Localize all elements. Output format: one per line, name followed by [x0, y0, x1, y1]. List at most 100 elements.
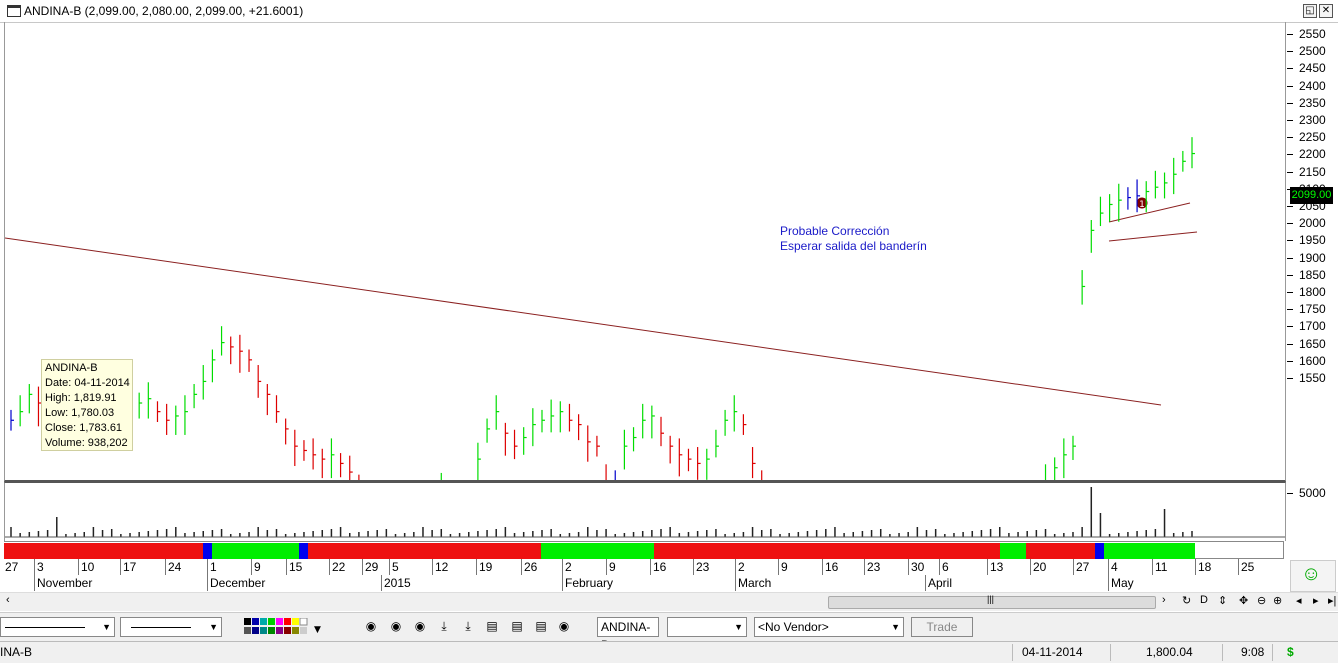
price-axis-tick: 1950 [1287, 233, 1326, 248]
scroll-right-icon[interactable]: › [1162, 594, 1166, 606]
volume-panel[interactable] [4, 482, 1286, 541]
scroll-left-icon[interactable]: ‹ [6, 594, 10, 606]
price-axis-tick: 1700 [1287, 319, 1326, 334]
price-axis-tick: 1600 [1287, 353, 1326, 368]
window-title: ANDINA-B (2,099.00, 2,080.00, 2,099.00, … [24, 4, 304, 18]
trend-indicator-panel [4, 541, 1284, 559]
price-axis-tick: 2450 [1287, 61, 1326, 76]
close-button[interactable]: ✕ [1319, 4, 1333, 18]
interval-select[interactable]: ▼ [667, 617, 747, 637]
date-axis-label: 5 [392, 560, 399, 574]
date-axis-label: 16 [825, 560, 839, 574]
data-window-volume: Volume: 938,202 [45, 437, 128, 449]
price-axis[interactable]: 2550250024502400235023002250220021502100… [1285, 22, 1338, 480]
last-price-label: 2099.00 [1290, 187, 1333, 204]
data-window-high: High: 1,819.91 [45, 392, 117, 404]
price-axis-tick: 2350 [1287, 95, 1326, 110]
download-icon[interactable]: ⤓ [441, 619, 447, 633]
price-chart: 1 [4, 137, 1198, 622]
flag-marker [1136, 197, 1148, 209]
month-axis-label: April [928, 576, 953, 590]
toggle-icon[interactable]: ⇕ [1218, 595, 1228, 607]
vendor-select[interactable]: <No Vendor> ▼ [754, 617, 904, 637]
end-icon[interactable]: ▸| [1328, 595, 1337, 607]
date-axis-label: 22 [332, 560, 346, 574]
svg-text:▼: ▼ [314, 625, 321, 635]
zoom-out-icon[interactable]: ⊖ [1257, 595, 1267, 607]
date-axis-label: 30 [911, 560, 925, 574]
data-window-close: Close: 1,783.61 [45, 422, 123, 434]
window-layout-icon[interactable]: ▤ [535, 619, 547, 633]
refresh-icon[interactable]: ↻ [1182, 595, 1192, 607]
date-axis-label: 25 [1241, 560, 1255, 574]
zoom-in-icon[interactable]: ⊕ [1273, 595, 1283, 607]
status-price: 1,800.04 [1146, 645, 1193, 659]
month-axis[interactable]: November December 2015 February March April Ma… [4, 575, 1284, 592]
data-window-low: Low: 1,780.03 [45, 407, 115, 419]
price-axis-tick: 2200 [1287, 147, 1326, 162]
window-layout-icon[interactable]: ▤ [511, 619, 523, 633]
color-palette[interactable]: ▼ [244, 617, 328, 636]
trend-band-segment [203, 543, 212, 559]
trend-band-segment [212, 543, 299, 559]
trade-button[interactable]: Trade [911, 617, 973, 637]
data-window: ANDINA-B Date: 04-11-2014 High: 1,819.91… [41, 359, 133, 451]
price-axis-tick: 1900 [1287, 250, 1326, 265]
date-axis-label: 12 [435, 560, 449, 574]
step-forward-icon[interactable]: ▸ [1313, 595, 1319, 607]
line-style-select[interactable]: ▼ [0, 617, 115, 637]
status-date: 04-11-2014 [1022, 645, 1083, 659]
price-axis-tick: 2250 [1287, 130, 1326, 145]
symbol-input[interactable]: ANDINA-B [597, 617, 659, 652]
drawing-toolbar: ▼ ▼ ▼ ◉ ◉ ◉ ⤓ ⤓ ▤ ▤ ▤ ◉ ANDINA-B ▼ <No V… [0, 612, 1338, 652]
download-icon[interactable]: ⤓ [465, 619, 471, 633]
date-axis-label: 6 [942, 560, 949, 574]
date-axis-label: 11 [1155, 560, 1168, 574]
scrollbar-thumb[interactable]: ||| [828, 594, 1156, 609]
date-axis-label: 27 [1076, 560, 1090, 574]
date-axis-label: 9 [254, 560, 261, 574]
window-icon [7, 5, 21, 17]
date-axis[interactable]: 27 3 10 17 24 1 9 15 22 29 5 12 19 26 2 9 16 23 2 9 16 23 30 6 1… [4, 559, 1284, 575]
date-axis-label: 4 [1111, 560, 1118, 574]
restore-button[interactable]: ◱ [1303, 4, 1317, 18]
browser-icon[interactable]: ◉ [365, 619, 377, 633]
month-axis-label: May [1111, 576, 1134, 590]
grip-icon: ||| [987, 594, 995, 604]
status-symbol: INA-B [0, 645, 33, 659]
price-axis-tick: 1750 [1287, 302, 1326, 317]
annotation-line-2: Esperar salida del banderín [780, 239, 927, 253]
date-axis-label: 3 [37, 560, 44, 574]
window-layout-icon[interactable]: ▤ [486, 619, 498, 633]
line-width-select[interactable]: ▼ [120, 617, 222, 637]
browser-icon[interactable]: ◉ [414, 619, 426, 633]
price-panel[interactable]: 1 [4, 22, 1286, 622]
browser-icon[interactable]: ◉ [390, 619, 402, 633]
date-axis-label: 23 [867, 560, 881, 574]
data-window-date: Date: 04-11-2014 [45, 377, 130, 389]
smiley-panel[interactable]: ☺ [1290, 560, 1336, 592]
trend-band-segment [1026, 543, 1095, 559]
volume-axis-tick: 5000 [1287, 486, 1326, 500]
date-axis-label: 23 [696, 560, 710, 574]
date-axis-label: 27 [5, 560, 19, 574]
month-axis-label: February [565, 576, 614, 590]
date-axis-label: 9 [781, 560, 788, 574]
trend-band-segment [541, 543, 654, 559]
month-axis-label: December [210, 576, 266, 590]
trend-band-segment [308, 543, 541, 559]
date-axis-label: 26 [524, 560, 538, 574]
date-axis-label: 18 [1198, 560, 1212, 574]
date-icon[interactable]: D [1200, 594, 1208, 606]
month-axis-label: 2015 [384, 576, 411, 590]
step-back-icon[interactable]: ◂ [1296, 595, 1302, 607]
horizontal-scrollbar[interactable]: ‹ ||| › ↻ D ⇕ ✥ ⊖ ⊕ ◂ ▸ ▸| [0, 592, 1338, 611]
pan-icon[interactable]: ✥ [1239, 595, 1249, 607]
date-axis-label: 2 [738, 560, 745, 574]
flag-lower-line [1108, 231, 1198, 242]
smiley-icon: ☺ [1301, 563, 1322, 585]
chart-window-titlebar[interactable]: ANDINA-B (2,099.00, 2,080.00, 2,099.00, … [0, 0, 1338, 23]
trend-band-segment [654, 543, 1000, 559]
browser-icon[interactable]: ◉ [558, 619, 570, 633]
flag-upper-line [1108, 202, 1191, 223]
